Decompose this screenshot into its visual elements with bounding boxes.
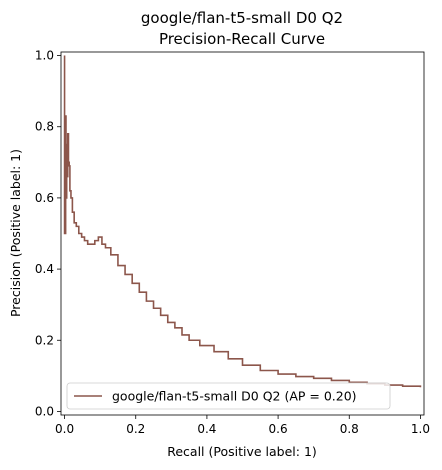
series-line: [63, 55, 422, 388]
plot-frame: [60, 51, 425, 416]
legend-entry-label: google/flan-t5-small D0 Q2 (AP = 0.20): [112, 389, 357, 404]
legend-box: [66, 382, 391, 410]
y-tick-label: 0.8: [35, 120, 54, 134]
legend: google/flan-t5-small D0 Q2 (AP = 0.20): [66, 382, 391, 410]
x-tick-label: 0.0: [55, 422, 74, 436]
y-tick-label: 0.4: [35, 262, 54, 276]
y-tick-label: 0.6: [35, 191, 54, 205]
y-tick-label: 1.0: [35, 49, 54, 63]
chart-title-line-1: google/flan-t5-small D0 Q2: [141, 9, 343, 27]
x-tick-label: 0.8: [340, 422, 359, 436]
x-tick-label: 0.2: [126, 422, 145, 436]
y-tick-label: 0.2: [35, 333, 54, 347]
x-tick-label: 0.6: [269, 422, 288, 436]
y-axis-label: Precision (Positive label: 1): [8, 149, 23, 317]
chart-title-line-2: Precision-Recall Curve: [159, 30, 325, 48]
y-tick-label: 0.0: [35, 404, 54, 418]
x-axis-label: Recall (Positive label: 1): [167, 444, 317, 459]
x-tick-label: 0.4: [197, 422, 216, 436]
x-tick-label: 1.0: [411, 422, 430, 436]
